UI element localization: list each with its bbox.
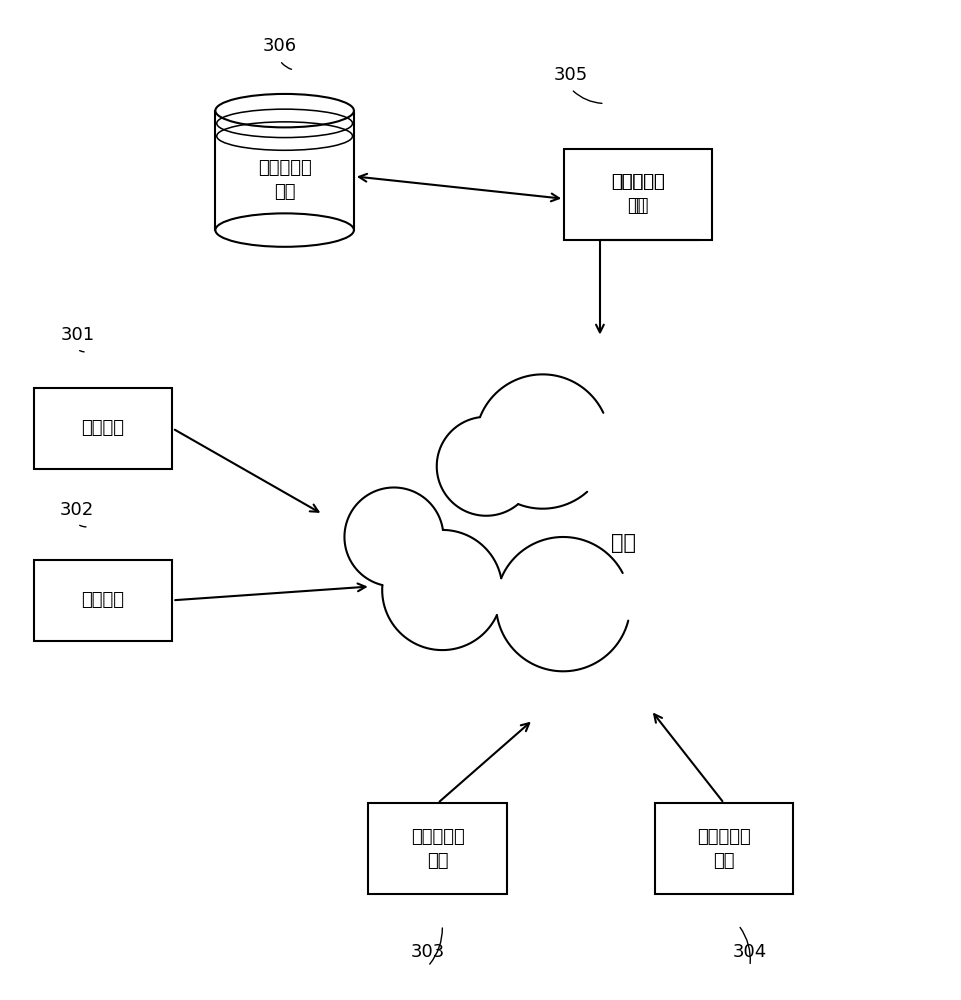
Ellipse shape bbox=[215, 213, 354, 247]
Text: 网络: 网络 bbox=[611, 533, 636, 553]
Text: 第一设备: 第一设备 bbox=[82, 419, 125, 437]
Bar bbox=[368, 803, 506, 894]
Circle shape bbox=[476, 374, 610, 509]
Circle shape bbox=[666, 472, 754, 560]
Text: 用户注册数
据库: 用户注册数 据库 bbox=[258, 159, 311, 201]
Text: 元宇宙服务
器: 元宇宙服务 器 bbox=[611, 173, 665, 215]
Bar bbox=[34, 560, 172, 641]
Bar bbox=[215, 111, 354, 230]
Circle shape bbox=[496, 537, 630, 671]
Text: 305: 305 bbox=[554, 66, 588, 84]
Circle shape bbox=[344, 487, 443, 586]
Text: 设备注册服
务器: 设备注册服 务器 bbox=[698, 828, 751, 870]
Text: 301: 301 bbox=[61, 326, 94, 344]
Text: 304: 304 bbox=[733, 943, 767, 961]
Circle shape bbox=[436, 417, 535, 516]
Text: 目标设备: 目标设备 bbox=[82, 591, 125, 609]
Text: 303: 303 bbox=[410, 943, 445, 961]
Text: 元宇宙服务
务器: 元宇宙服务 务器 bbox=[611, 173, 665, 215]
Bar bbox=[34, 388, 172, 469]
Bar bbox=[654, 803, 794, 894]
Bar bbox=[564, 149, 712, 240]
Ellipse shape bbox=[215, 94, 354, 127]
Circle shape bbox=[576, 406, 682, 512]
Text: 设备管理服
务器: 设备管理服 务器 bbox=[410, 828, 464, 870]
Text: 306: 306 bbox=[262, 37, 297, 55]
Text: 302: 302 bbox=[61, 501, 94, 519]
Circle shape bbox=[382, 530, 503, 650]
Circle shape bbox=[621, 526, 748, 654]
